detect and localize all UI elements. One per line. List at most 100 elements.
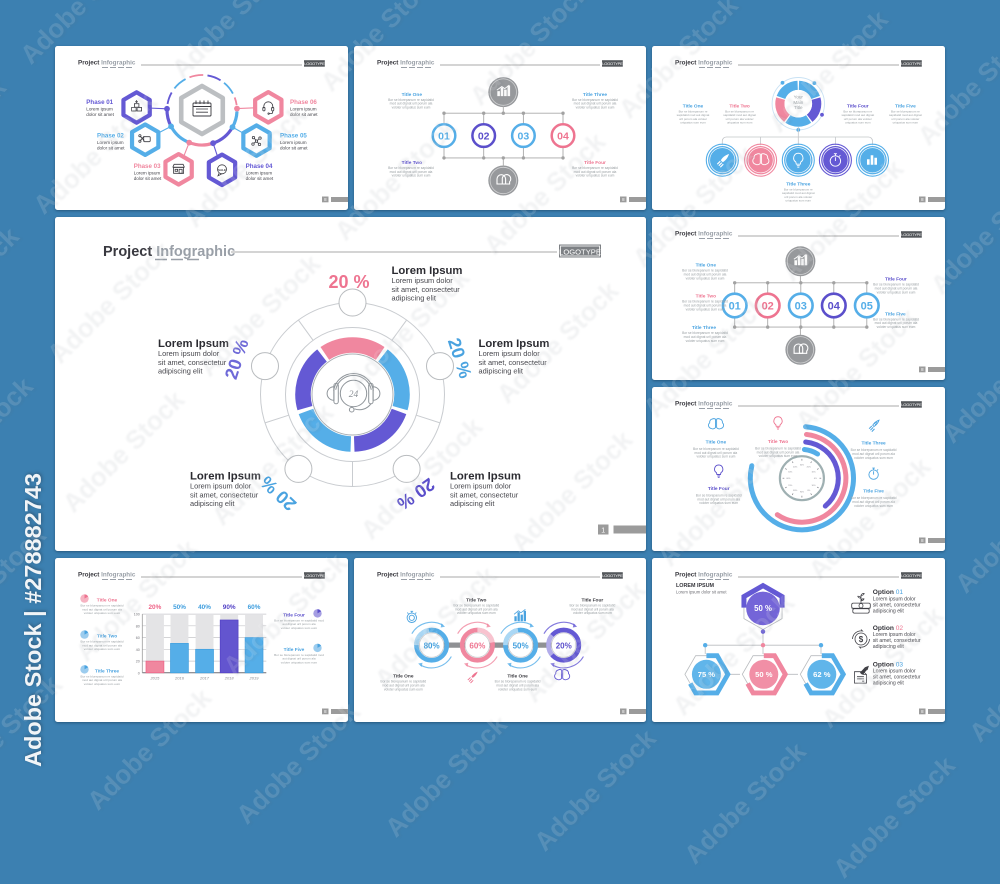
svg-text:voloter uriquatus sum eum: voloter uriquatus sum eum: [759, 454, 798, 458]
svg-text:Bor se blorepanum re sapidatid: Bor se blorepanum re sapidatid: [851, 496, 897, 500]
svg-text:Lorem ipsum dolor: Lorem ipsum dolor: [873, 669, 916, 675]
svg-text:Project Infographic: Project Infographic: [675, 60, 733, 67]
svg-text:sapidatid mod aut dignat: sapidatid mod aut dignat: [782, 191, 815, 195]
svg-text:Lorem ipsum dolor: Lorem ipsum dolor: [158, 349, 220, 358]
svg-text:dolor sit amet: dolor sit amet: [280, 146, 308, 151]
svg-text:voloter uriquatus sum eum: voloter uriquatus sum eum: [281, 626, 318, 630]
svg-text:8: 8: [324, 197, 327, 202]
svg-text:Bor se blorepanum re sapidatid: Bor se blorepanum re sapidatid: [388, 98, 434, 102]
svg-text:0%: 0%: [807, 490, 810, 492]
svg-text:01: 01: [729, 301, 741, 313]
svg-text:02: 02: [478, 131, 490, 143]
svg-text:uril porum ala voloter: uril porum ala voloter: [891, 117, 919, 121]
svg-text:Lorem ipsum: Lorem ipsum: [280, 140, 307, 145]
svg-text:Phase 04: Phase 04: [246, 163, 273, 170]
svg-text:mod aut dignat uril porum ala: mod aut dignat uril porum ala: [684, 273, 727, 277]
svg-text:8: 8: [622, 709, 625, 714]
svg-text:30%: 30%: [800, 465, 804, 467]
svg-text:Bor se blorepanum re sapidatid: Bor se blorepanum re sapidatid: [851, 448, 897, 452]
svg-text:90%: 90%: [223, 604, 236, 611]
svg-text:62 %: 62 %: [813, 670, 831, 679]
svg-text:20%: 20%: [807, 467, 811, 469]
svg-text:uriquatus sum eum: uriquatus sum eum: [845, 121, 871, 125]
svg-text:Bor se blorepanum re sapidatid: Bor se blorepanum re sapidatid mod: [274, 618, 324, 622]
svg-text:Lorem ipsum dolor: Lorem ipsum dolor: [392, 276, 454, 285]
svg-text:voloter uriquatus sum eum: voloter uriquatus sum eum: [573, 611, 612, 615]
svg-text:Bor se blorepanum re sapidatid: Bor se blorepanum re sapidatid: [569, 603, 615, 607]
svg-text:mod aut dignat uril porum ala: mod aut dignat uril porum ala: [496, 683, 539, 687]
svg-text:24: 24: [349, 390, 359, 400]
svg-text:Lorem ipsum dolor: Lorem ipsum dolor: [873, 632, 916, 638]
svg-text:Bor se blorepanum re sapidatid: Bor se blorepanum re sapidatid: [682, 269, 728, 273]
svg-text:$: $: [859, 635, 864, 644]
svg-text:03: 03: [795, 301, 807, 313]
svg-text:Bor se blorepanum re sapidatid: Bor se blorepanum re sapidatid: [495, 680, 541, 684]
svg-text:02: 02: [762, 301, 774, 313]
svg-text:voloter uriquatus sum eum: voloter uriquatus sum eum: [699, 501, 738, 505]
svg-text:Bor se blorepanum re sapidatid: Bor se blorepanum re sapidatid: [388, 166, 434, 170]
svg-text:Project Infographic: Project Infographic: [675, 572, 733, 579]
svg-text:dolor sit amet: dolor sit amet: [246, 176, 274, 181]
svg-text:Title Four: Title Four: [847, 104, 869, 110]
svg-text:Phase 06: Phase 06: [290, 99, 317, 106]
svg-text:Title Three: Title Three: [786, 182, 811, 188]
svg-text:LOGOTYPE: LOGOTYPE: [901, 402, 922, 407]
svg-text:Title Two: Title Two: [729, 104, 749, 110]
svg-text:voloter uriquatus sum eum: voloter uriquatus sum eum: [281, 660, 318, 664]
svg-text:Bor se blorepanum re sapidatid: Bor se blorepanum re sapidatid: [380, 680, 426, 684]
svg-text:Lorem ipsum: Lorem ipsum: [246, 171, 273, 176]
svg-text:sapidatid mod aut dignat: sapidatid mod aut dignat: [677, 113, 710, 117]
svg-text:80%: 80%: [793, 490, 797, 492]
svg-text:LOGOTYPE: LOGOTYPE: [901, 232, 922, 237]
svg-text:Phase 02: Phase 02: [97, 133, 124, 140]
svg-text:mod aut dignat uril porum ala: mod aut dignat uril porum ala: [82, 607, 122, 611]
svg-text:Option 01: Option 01: [873, 589, 904, 596]
svg-text:mod aut dignat uril porum ala: mod aut dignat uril porum ala: [852, 452, 895, 456]
svg-text:sit amet, consectetur: sit amet, consectetur: [190, 490, 259, 499]
svg-text:mod aut dignat uril porum ala: mod aut dignat uril porum ala: [455, 607, 498, 611]
svg-text:Title Four: Title Four: [582, 597, 604, 603]
svg-text:voloter uriquatus sum eum: voloter uriquatus sum eum: [576, 174, 615, 178]
svg-text:Bor se blorepanum re: Bor se blorepanum re: [843, 110, 872, 114]
svg-text:mod aut dignat uril porum ala: mod aut dignat uril porum ala: [875, 286, 918, 290]
svg-text:adipiscing elit: adipiscing elit: [873, 609, 905, 615]
svg-text:8: 8: [622, 197, 625, 202]
svg-text:LOREM IPSUM: LOREM IPSUM: [676, 583, 715, 589]
svg-text:10%: 10%: [812, 472, 816, 474]
svg-text:voloter uriquatus sum eum: voloter uriquatus sum eum: [498, 687, 537, 691]
svg-text:Title One: Title One: [507, 674, 528, 680]
svg-text:uril porum ala voloter: uril porum ala voloter: [844, 117, 872, 121]
svg-text:50 %: 50 %: [754, 604, 772, 613]
svg-text:01: 01: [438, 131, 450, 143]
svg-text:8: 8: [921, 709, 924, 714]
svg-text:Title Three: Title Three: [862, 441, 887, 447]
svg-text:voloter uriquatus sum eum: voloter uriquatus sum eum: [686, 339, 725, 343]
svg-text:Lorem Ipsum: Lorem Ipsum: [158, 338, 229, 350]
svg-text:20 %: 20 %: [328, 272, 369, 292]
svg-text:Your: Your: [794, 95, 804, 100]
svg-text:Lorem ipsum dolor: Lorem ipsum dolor: [450, 482, 512, 491]
svg-text:adipiscing elit: adipiscing elit: [873, 644, 905, 650]
svg-text:8: 8: [921, 538, 924, 543]
svg-text:Lorem ipsum: Lorem ipsum: [86, 107, 113, 112]
svg-text:20%: 20%: [556, 641, 572, 650]
svg-text:voloter uriquatus sum eum: voloter uriquatus sum eum: [877, 290, 916, 294]
svg-text:50 %: 50 %: [755, 670, 773, 679]
svg-text:Title One: Title One: [706, 439, 727, 445]
svg-text:80%: 80%: [424, 641, 440, 650]
svg-text:Bor se blorepanum re sapidatid: Bor se blorepanum re sapidatid: [693, 447, 739, 451]
svg-text:03: 03: [518, 131, 530, 143]
svg-text:mod aut dignat uril porum ala: mod aut dignat uril porum ala: [684, 304, 727, 308]
svg-text:Project Infographic: Project Infographic: [78, 60, 136, 67]
svg-text:Option 03: Option 03: [873, 661, 904, 668]
svg-text:Bor se blorepanum re sapidatid: Bor se blorepanum re sapidatid: [696, 493, 742, 497]
svg-text:Title One: Title One: [402, 92, 423, 98]
svg-text:LOGOTYPE: LOGOTYPE: [304, 573, 325, 578]
svg-text:Title Four: Title Four: [708, 486, 730, 492]
svg-text:mod aut dignat uril porum ala: mod aut dignat uril porum ala: [390, 170, 433, 174]
svg-text:8: 8: [921, 367, 924, 372]
svg-text:Project Infographic: Project Infographic: [675, 231, 733, 238]
svg-text:uriquatus sum eum: uriquatus sum eum: [893, 121, 919, 125]
svg-text:uriquatus sum eum: uriquatus sum eum: [786, 199, 812, 203]
svg-text:Project Infographic: Project Infographic: [78, 572, 136, 579]
